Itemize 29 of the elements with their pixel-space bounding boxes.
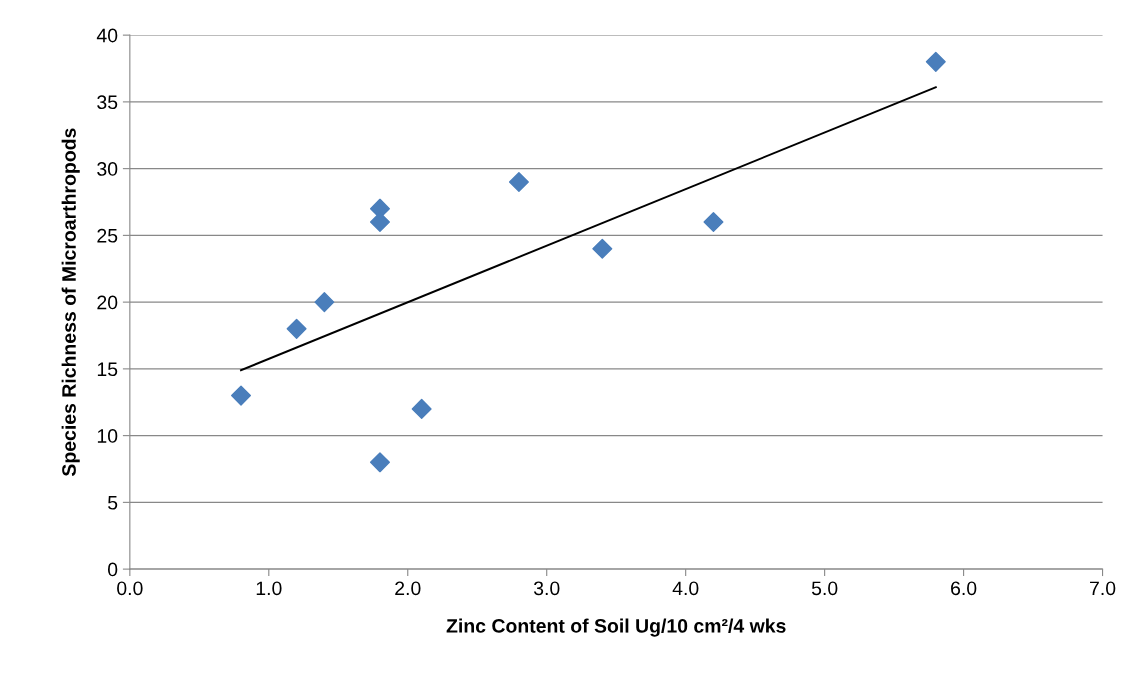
y-tick-label: 15 (97, 362, 118, 377)
x-tick-label: 2.0 (395, 581, 421, 596)
y-axis-title: Species Richness of Microarthropods (61, 128, 80, 477)
point (231, 385, 252, 406)
x-tick-label: 7.0 (1090, 581, 1116, 596)
y-tick-label: 10 (97, 429, 118, 443)
point (369, 212, 390, 233)
point (592, 238, 613, 259)
y-tick-label: 20 (97, 295, 118, 310)
y-tick-label: 0 (107, 562, 118, 577)
x-tick-label: 5.0 (811, 581, 838, 596)
y-tick-label: 5 (108, 496, 118, 510)
point (314, 292, 335, 313)
y-tick-label: 35 (97, 95, 118, 110)
point (286, 318, 307, 339)
point (925, 51, 946, 72)
y-tick-label: 40 (96, 28, 118, 43)
y-tick-label: 25 (97, 228, 118, 243)
point (369, 452, 390, 473)
point (508, 171, 529, 192)
x-axis-title: Zinc Content of Soil Ug/10 cm²/4 wks (446, 618, 786, 637)
x-tick-label: 6.0 (951, 581, 977, 596)
x-tick-label: 3.0 (533, 581, 560, 596)
y-tick-label: 30 (97, 162, 118, 176)
x-tick-label: 4.0 (672, 581, 699, 596)
x-tick-label: 1.0 (256, 581, 282, 596)
point (411, 398, 432, 419)
point (703, 212, 724, 233)
x-tick-label: 0.0 (117, 581, 143, 596)
